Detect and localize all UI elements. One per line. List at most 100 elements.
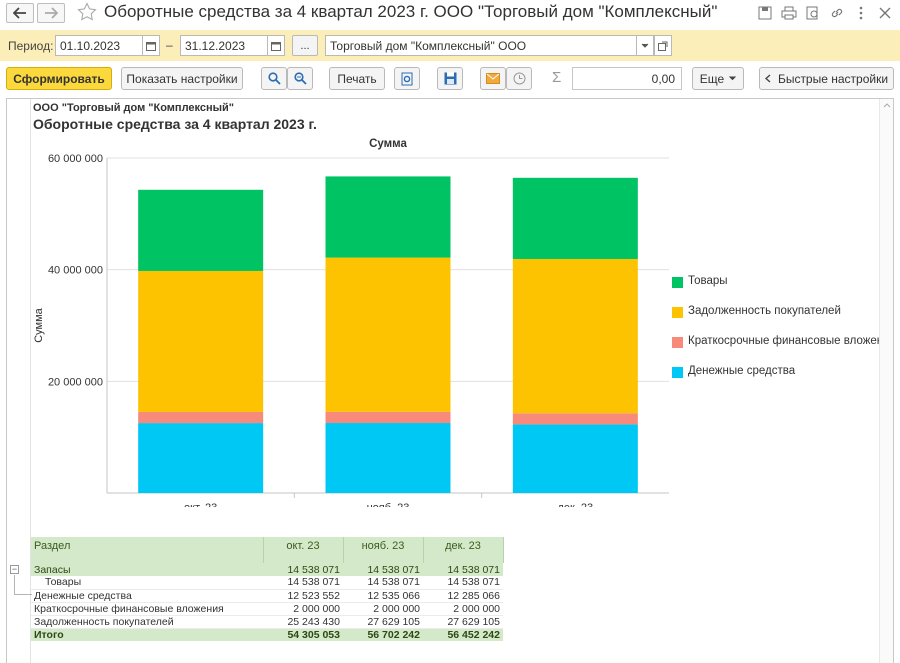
table-total-row: Итого 54 305 053 56 702 242 56 452 242 [31,628,503,641]
chevron-left-icon [764,74,771,83]
close-icon[interactable] [876,4,894,22]
legend-label: Товары [688,275,728,287]
preview-button[interactable] [394,67,420,90]
legend-label: Денежные средства [688,365,796,377]
more-menu-button[interactable]: Еще [692,67,744,90]
bar-segment [512,258,638,414]
scroll-up-icon[interactable] [880,100,894,110]
report-company: ООО "Торговый дом "Комплексный" [33,102,235,114]
table-group-row-label: Запасы [31,563,263,576]
send-email-button[interactable] [480,67,506,90]
period-bar: Период: 01.10.2023 – 31.12.2023 ... Торг… [0,30,900,61]
bar-segment [325,176,451,258]
print-button[interactable]: Печать [329,67,385,90]
bar-segment [512,413,638,425]
search-next-button[interactable] [287,67,313,90]
collapse-group-icon[interactable]: − [10,564,19,574]
show-settings-button[interactable]: Показать настройки [121,67,243,90]
y-tick-label: 60 000 000 [48,153,103,165]
save-icon [444,72,456,85]
date-to-calendar-button[interactable] [267,35,285,56]
legend-swatch [672,337,683,348]
search-button[interactable] [261,67,287,90]
table-row: Задолженность покупателей 25 243 430 27 62… [31,615,503,629]
table-row-label: Краткосрочные финансовые вложения [31,602,263,616]
save-button[interactable] [437,67,463,90]
table-row-value: 27 629 105 [343,615,423,629]
table-row-value: 14 538 071 [263,576,343,590]
x-tick-label: нояб. 23 [367,502,410,507]
bar-segment [325,257,451,412]
table-total-row-value: 56 452 242 [423,628,503,641]
back-button[interactable] [6,3,34,23]
organization-dropdown-button[interactable] [636,35,654,56]
tree-line [14,594,32,595]
table-header-label: Раздел [31,537,264,563]
table-row-value: 12 535 066 [343,589,423,603]
table-row-label: Задолженность покупателей [31,615,263,629]
window-title: Оборотные средства за 4 квартал 2023 г. … [104,2,718,21]
period-dash: – [166,38,173,52]
schedule-button[interactable] [506,67,532,90]
bar-segment [325,411,451,424]
table-header-value: нояб. 23 [343,537,424,563]
arrow-left-icon [13,7,26,19]
organization-open-button[interactable] [654,35,672,56]
chevron-down-icon [729,76,737,81]
legend-label: Краткосрочные финансовые вложения [688,335,894,347]
quick-settings-label: Быстрые настройки [777,71,889,86]
preview-icon [401,72,412,85]
legend-swatch [672,277,683,288]
gutter-divider [30,99,31,663]
x-tick-label: дек. 23 [557,502,593,507]
date-from-field[interactable]: 01.10.2023 [55,35,143,56]
table-row: Краткосрочные финансовые вложения 2 000 0… [31,602,503,616]
table-total-row-label: Итого [31,628,263,641]
table-row-label: Товары [31,576,263,590]
table-group-row-value: 14 538 071 [343,563,423,576]
save-icon[interactable] [756,4,774,22]
generate-button[interactable]: Сформировать [6,67,112,90]
organization-field[interactable]: Торговый дом "Комплексный" ООО [325,35,637,56]
window-titlebar: Оборотные средства за 4 квартал 2023 г. … [0,0,900,26]
chevron-down-icon [641,43,649,48]
date-from-calendar-button[interactable] [142,35,160,56]
table-row-label: Денежные средства [31,589,263,603]
bar-segment [512,424,638,493]
legend-swatch [672,367,683,378]
report-table: Раздел окт. 23 нояб. 23 дек. 23 Запасы 14 538… [31,537,504,641]
report-toolbar: Сформировать Показать настройки Печать Σ… [0,67,900,93]
envelope-icon [486,73,500,84]
search-icon [267,72,281,85]
search-next-icon [293,72,307,85]
period-select-button[interactable]: ... [292,35,318,56]
print-icon[interactable] [780,4,798,22]
link-icon[interactable] [828,4,846,22]
preview-icon[interactable] [804,4,822,22]
table-row-value: 27 629 105 [423,615,503,629]
more-vertical-icon[interactable] [852,4,870,22]
table-group-row-value: 14 538 071 [263,563,343,576]
table-header-value: окт. 23 [263,537,344,563]
y-axis-label: Сумма [33,307,45,342]
quick-settings-button[interactable]: Быстрые настройки [759,67,894,90]
favorite-star-icon[interactable] [77,2,97,25]
table-group-row-value: 14 538 071 [423,563,503,576]
report-title: Оборотные средства за 4 квартал 2023 г. [33,116,317,132]
x-tick-label: окт. 23 [184,502,217,507]
bar-segment [512,177,638,259]
clock-icon [513,72,525,85]
table-row-value: 12 523 552 [263,589,343,603]
table-row-value: 14 538 071 [423,576,503,590]
sum-field[interactable]: 0,00 [572,67,682,90]
bar-segment [325,423,451,493]
table-row-value: 2 000 000 [343,602,423,616]
stacked-bar-chart: Сумма 20 000 000 40 000 000 60 000 000 Сумма… [33,138,669,507]
arrow-right-icon [45,7,58,19]
forward-button[interactable] [37,3,65,23]
bar-segment [138,189,264,271]
table-row-value: 14 538 071 [343,576,423,590]
bar-segment [138,423,264,493]
date-to-field[interactable]: 31.12.2023 [180,35,268,56]
vertical-scrollbar[interactable] [879,99,893,663]
